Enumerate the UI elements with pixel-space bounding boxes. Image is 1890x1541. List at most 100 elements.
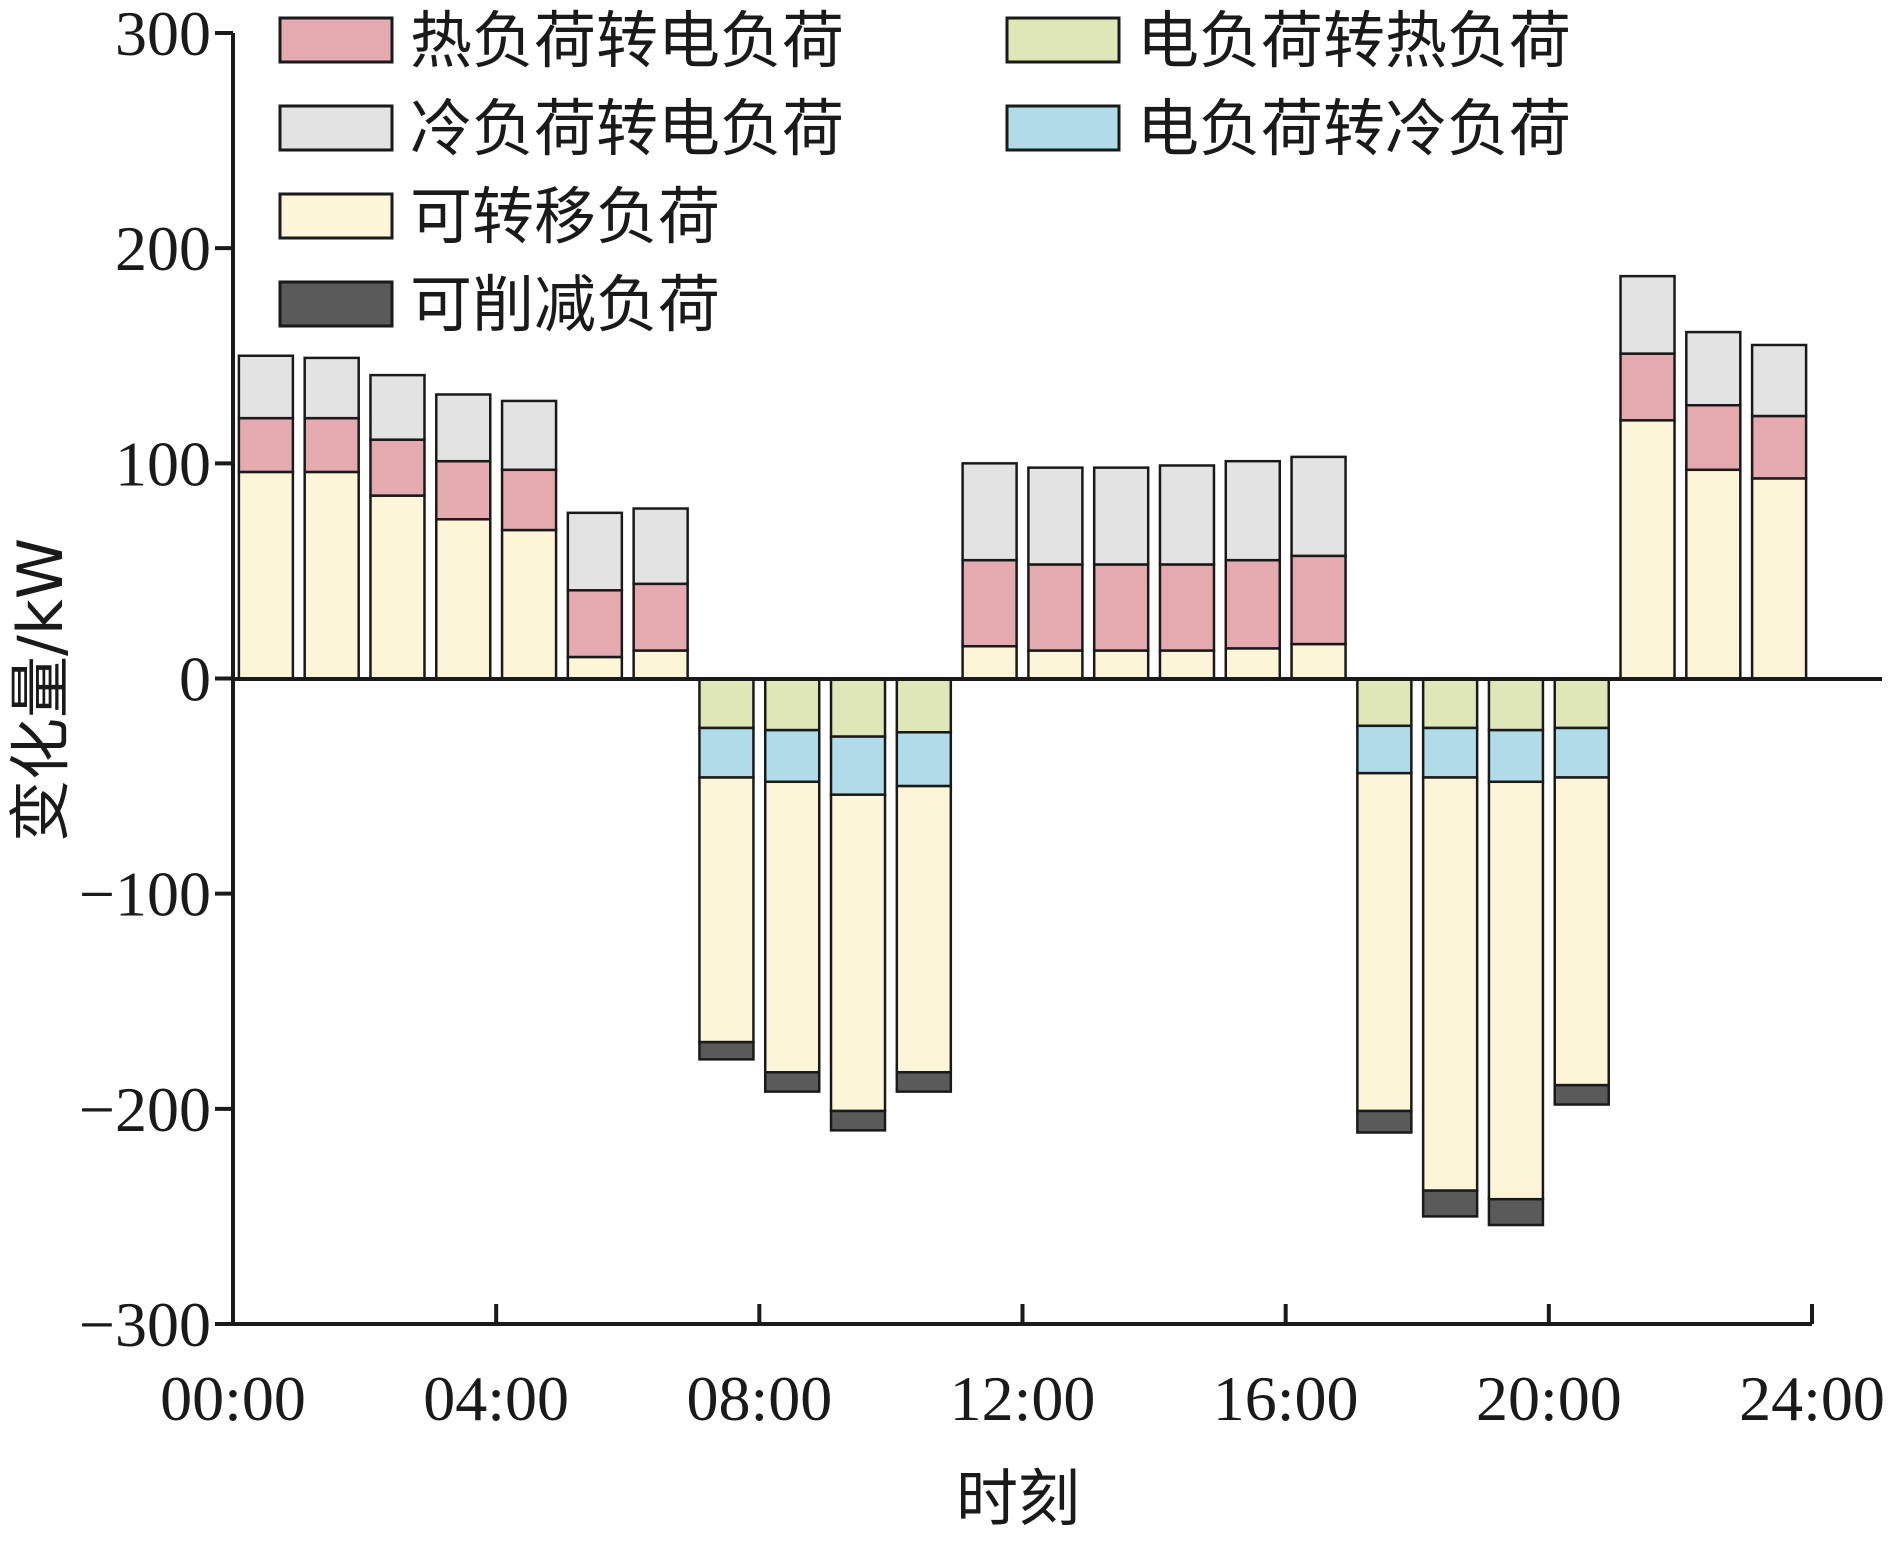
y-tick-label-4: −100 xyxy=(79,859,211,930)
bar-segment-s5-t20 xyxy=(1553,1083,1610,1106)
bar-segment-s5-t19 xyxy=(1487,1197,1545,1227)
bar-segment-s5-t18 xyxy=(1421,1189,1479,1218)
bar-segment-s0-t4 xyxy=(500,528,558,680)
bar-segment-s2-t1 xyxy=(303,356,360,420)
bar-segment-s1-t5 xyxy=(566,589,624,659)
bar-segment-s1-t21 xyxy=(1619,352,1676,422)
bar-segment-s0-t2 xyxy=(369,494,426,680)
bar-segment-s3-t7 xyxy=(698,677,755,730)
bar-segment-s2-t3 xyxy=(435,393,492,463)
bar-segment-s2-t21 xyxy=(1619,274,1676,355)
bar-segment-s1-t23 xyxy=(1750,414,1808,480)
bar-segment-s0-t11 xyxy=(961,644,1018,680)
bar-segment-s4-t8 xyxy=(763,728,821,784)
bar-segment-s0-t15 xyxy=(1224,647,1282,680)
bar-segment-s4-t9 xyxy=(829,735,887,796)
bar-segment-s1-t2 xyxy=(369,438,426,497)
y-tick-label-5: −200 xyxy=(79,1074,211,1145)
legend-swatch-s4 xyxy=(1005,104,1121,152)
bar-segment-s1-t12 xyxy=(1027,563,1084,652)
legend-swatch-s1 xyxy=(278,16,394,64)
bar-segment-s0-t22 xyxy=(1685,468,1742,680)
bar-segment-s1-t13 xyxy=(1092,563,1150,652)
bar-segment-s2-t4 xyxy=(500,399,558,472)
bar-segment-s4-t17 xyxy=(1356,724,1413,775)
bar-segment-s0-t1 xyxy=(303,470,360,680)
y-tick-label-2: 100 xyxy=(115,428,211,499)
bar-segment-s2-t13 xyxy=(1092,466,1150,566)
bar-segment-s1-t3 xyxy=(435,459,492,521)
x-tick-label-6: 24:00 xyxy=(1739,1363,1885,1434)
x-tick-label-1: 04:00 xyxy=(423,1363,569,1434)
bar-segment-s1-t16 xyxy=(1290,554,1347,646)
bar-segment-s2-t15 xyxy=(1224,459,1282,562)
bar-segment-s1-t15 xyxy=(1224,558,1282,650)
bar-segment-s0-t17 xyxy=(1356,771,1413,1113)
legend-swatch-s3 xyxy=(1005,16,1121,64)
bar-segment-s0-t13 xyxy=(1092,649,1150,680)
bar-segment-s1-t1 xyxy=(303,416,360,474)
x-tick-label-5: 20:00 xyxy=(1476,1363,1622,1434)
bar-segment-s1-t14 xyxy=(1158,563,1216,652)
bar-segment-s4-t7 xyxy=(698,726,755,779)
bar-segment-s3-t10 xyxy=(895,677,953,734)
legend-label-s5: 可削减负荷 xyxy=(410,268,720,341)
bar-segment-s4-t20 xyxy=(1553,726,1610,779)
bar-segment-s0-t19 xyxy=(1487,780,1545,1201)
bar-segment-s2-t2 xyxy=(369,373,426,441)
bar-segment-s5-t17 xyxy=(1356,1109,1413,1134)
bar-segment-s0-t18 xyxy=(1421,776,1479,1192)
y-tick-label-3: 0 xyxy=(179,644,211,715)
bar-segment-s3-t8 xyxy=(763,677,821,732)
bar-segment-s2-t11 xyxy=(961,462,1018,562)
bar-segment-s2-t0 xyxy=(237,354,295,420)
legend-swatch-s5 xyxy=(278,280,394,328)
bar-segment-s1-t4 xyxy=(500,468,558,532)
bar-segment-s0-t12 xyxy=(1027,649,1084,680)
bar-segment-s0-t9 xyxy=(829,793,887,1113)
y-tick-label-0: 300 xyxy=(115,0,211,69)
legend-label-s2: 冷负荷转电负荷 xyxy=(410,92,844,165)
bar-segment-s2-t14 xyxy=(1158,464,1216,566)
bar-segment-s0-t21 xyxy=(1619,419,1676,680)
bar-segment-s0-t3 xyxy=(435,518,492,680)
bar-segment-s5-t10 xyxy=(895,1071,953,1093)
x-axis-title: 时刻 xyxy=(956,1462,1080,1535)
bar-segment-s3-t19 xyxy=(1487,677,1545,732)
bar-segment-s0-t23 xyxy=(1750,477,1808,680)
legend-label-s3: 电负荷转热负荷 xyxy=(1137,4,1571,77)
bar-segment-s3-t20 xyxy=(1553,677,1610,730)
bar-segment-s4-t19 xyxy=(1487,728,1545,784)
legend-swatch-s2 xyxy=(278,104,394,152)
legend-label-s1: 热负荷转电负荷 xyxy=(410,4,844,77)
bar-segment-s1-t6 xyxy=(632,582,689,652)
bar-segment-s0-t5 xyxy=(566,655,624,680)
bar-segment-s5-t8 xyxy=(763,1071,821,1093)
bar-segment-s4-t10 xyxy=(895,731,953,788)
bar-segment-s2-t6 xyxy=(632,507,689,586)
bar-layer xyxy=(237,274,1808,1227)
bar-segment-s1-t0 xyxy=(237,416,295,474)
bar-segment-s4-t18 xyxy=(1421,726,1479,779)
bar-segment-s0-t16 xyxy=(1290,642,1347,680)
bar-segment-s3-t18 xyxy=(1421,677,1479,730)
bar-segment-s0-t6 xyxy=(632,649,689,680)
bar-segment-s0-t20 xyxy=(1553,776,1610,1087)
legend-label-s0: 可转移负荷 xyxy=(410,180,720,253)
bar-segment-s3-t17 xyxy=(1356,677,1413,728)
bar-segment-s0-t10 xyxy=(895,784,953,1074)
bar-segment-s1-t22 xyxy=(1685,403,1742,472)
bar-segment-s2-t5 xyxy=(566,511,624,592)
x-tick-label-3: 12:00 xyxy=(950,1363,1096,1434)
x-tick-label-2: 08:00 xyxy=(686,1363,832,1434)
bar-segment-s5-t9 xyxy=(829,1109,887,1132)
bar-segment-s0-t8 xyxy=(763,780,821,1074)
y-axis-title: 变化量/kW xyxy=(4,538,77,842)
x-tick-label-0: 00:00 xyxy=(160,1363,306,1434)
legend-swatch-s0 xyxy=(278,192,394,240)
x-tick-label-4: 16:00 xyxy=(1213,1363,1359,1434)
bar-segment-s2-t23 xyxy=(1750,343,1808,418)
y-tick-label-1: 200 xyxy=(115,213,211,284)
